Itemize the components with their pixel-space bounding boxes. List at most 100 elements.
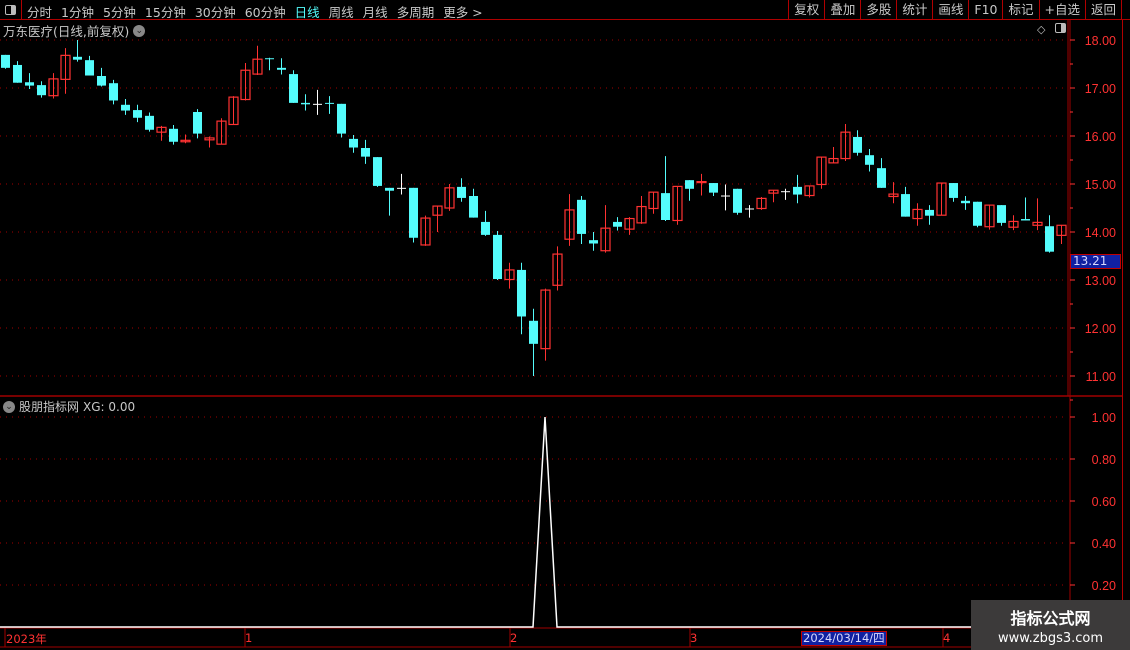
candle-body (325, 102, 334, 104)
candle-body (444, 187, 455, 209)
candle-body (1008, 220, 1019, 228)
y-tick-label: 16.00 (1085, 130, 1116, 144)
candle-body (529, 320, 538, 344)
candle-body (240, 69, 251, 101)
toolbar-button[interactable]: 返回 (1084, 0, 1122, 20)
candle-body (169, 128, 178, 142)
toolbar-button[interactable]: 标记 (1002, 0, 1038, 20)
candle-body (397, 187, 406, 189)
candle-body (349, 138, 358, 148)
x-label-month: 1 (245, 631, 253, 645)
candle-body (636, 205, 647, 224)
period-tab[interactable]: 多周期 (396, 5, 435, 20)
candle-body (289, 74, 298, 103)
candle-body (216, 120, 227, 145)
period-tab[interactable]: 月线 (362, 5, 388, 20)
toolbar-button[interactable]: 统计 (896, 0, 932, 20)
y-tick-label: 14.00 (1085, 226, 1116, 240)
period-tab[interactable]: 5分钟 (102, 5, 136, 20)
candle-body (853, 136, 862, 153)
candle-body (840, 131, 851, 160)
candle-body (145, 115, 154, 130)
watermark: 指标公式网 www.zbgs3.com (971, 600, 1130, 650)
candle-body (252, 58, 263, 75)
candle-body (73, 56, 82, 60)
candle-body (517, 269, 526, 317)
candle-body (949, 183, 958, 198)
y-tick-label: 1.00 (1092, 411, 1116, 425)
diamond-icon[interactable]: ◇ (1037, 23, 1046, 36)
y-tick-label: 17.00 (1085, 82, 1116, 96)
toolbar-button[interactable]: 叠加 (824, 0, 860, 20)
candle-body (997, 205, 1006, 223)
candle-body (672, 185, 683, 222)
candle-body (552, 253, 563, 286)
panel-toggle-button[interactable] (0, 0, 22, 20)
toolbar: 分时 1分钟 5分钟 15分钟 30分钟 60分钟 日线 周线 月线 多周期 更多 > 复权 叠加 多股… (0, 0, 1130, 20)
chevron-down-icon[interactable]: ⌄ (133, 24, 146, 37)
xg-indicator-line (0, 416, 1066, 628)
period-tab[interactable]: 分时 (27, 5, 53, 20)
candle-body (493, 234, 502, 280)
x-label-year: 2023年 (6, 632, 47, 646)
y-tick-label: 0.80 (1092, 453, 1116, 467)
candle-body (193, 112, 202, 134)
candle-body (745, 208, 754, 210)
candle-body (600, 227, 611, 252)
toolbar-button[interactable]: +自选 (1038, 0, 1085, 20)
indicator-readout: XG: 0.00 (83, 399, 136, 414)
candle-body (865, 155, 874, 165)
toolbar-button[interactable]: 多股 (860, 0, 896, 20)
period-tab[interactable]: 1分钟 (61, 5, 94, 20)
period-tab[interactable]: 30分钟 (194, 5, 236, 20)
candle-body (373, 157, 382, 186)
period-tab[interactable]: 60分钟 (244, 5, 286, 20)
watermark-url: www.zbgs3.com (997, 631, 1104, 646)
x-label-month: 4 (943, 631, 951, 645)
period-tab[interactable]: 周线 (328, 5, 354, 20)
candle-body (936, 182, 947, 216)
candle-body (888, 193, 899, 198)
candle-body (204, 137, 215, 141)
period-tab[interactable]: 更多 > (443, 5, 483, 20)
candle-body (37, 85, 46, 96)
candle-body (265, 58, 274, 60)
toolbar-button[interactable]: 复权 (788, 0, 824, 20)
right-info-strip[interactable] (1122, 20, 1130, 630)
candle-body (564, 209, 575, 240)
candle-body (577, 199, 586, 234)
period-tab[interactable]: 15分钟 (144, 5, 186, 20)
chevron-down-icon[interactable]: ⌄ (3, 400, 15, 413)
candle-body (961, 200, 970, 204)
y-tick-label: 12.00 (1085, 322, 1116, 336)
period-tabs: 分时 1分钟 5分钟 15分钟 30分钟 60分钟 日线 周线 月线 多周期 更多 > (27, 2, 483, 21)
x-label-month: 2 (510, 631, 518, 645)
candle-body (156, 126, 167, 133)
candle-body (409, 187, 418, 238)
candle-body (121, 104, 130, 111)
y-tick-label: 11.00 (1086, 370, 1116, 384)
candle-body (420, 217, 431, 246)
candle-body (973, 201, 982, 226)
candle-body (661, 193, 670, 220)
candle-body (768, 189, 779, 194)
x-label-month: 3 (690, 631, 698, 645)
toolbar-buttons: 复权 叠加 多股 统计 画线 F10 标记 +自选 返回 (788, 0, 1122, 20)
y-tick-label: 18.00 (1085, 34, 1116, 48)
stock-title: 万东医疗(日线,前复权) (3, 24, 130, 39)
candle-body (469, 196, 478, 218)
panel-layout-button[interactable] (1055, 23, 1066, 33)
candle-body (901, 194, 910, 217)
candle-body (912, 208, 923, 220)
candle-body (313, 103, 322, 105)
candle-body (925, 209, 934, 216)
candle-body (613, 221, 622, 227)
candle-body (361, 148, 370, 157)
period-tab[interactable]: 日线 (294, 5, 320, 20)
toolbar-button[interactable]: 画线 (932, 0, 968, 20)
candle-body (133, 110, 142, 118)
candle-body (60, 54, 71, 80)
toolbar-button[interactable]: F10 (968, 0, 1002, 20)
candle-body (696, 181, 707, 184)
